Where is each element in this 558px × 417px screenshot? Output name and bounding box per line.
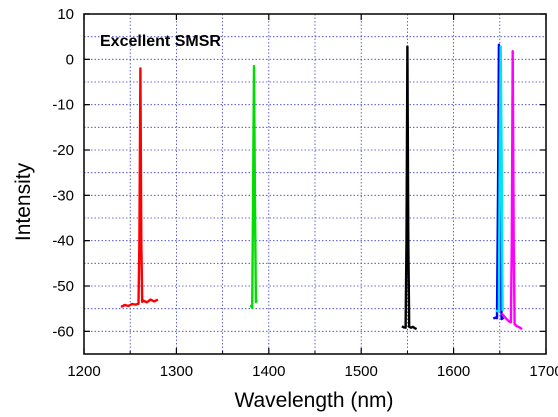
x-tick-label: 1400 [252,363,285,380]
spectrum-series-1 [120,67,159,308]
spectrum-series-4 [492,43,505,321]
x-axis-label: Wavelength (nm) [234,389,393,412]
x-tick-label: 1200 [67,363,100,380]
axis-ticks [83,13,547,354]
series-layer [120,43,523,331]
x-tick-label: 1600 [437,363,470,380]
spectrum-series-6 [500,50,523,331]
y-tick-label: -10 [52,97,74,114]
y-tick-label: -60 [52,323,74,340]
y-axis-label: Intensity [12,162,35,241]
plot-frame [83,13,547,355]
y-tick-label: -30 [52,187,74,204]
x-tick-label: 1500 [345,363,378,380]
y-tick-label: 10 [57,6,74,23]
annotation-label: Excellent SMSR [100,33,221,50]
y-tick-label: -20 [52,142,74,159]
spectrum-series-2 [249,64,258,309]
y-tick-label: -50 [52,278,74,295]
spectrum-series-3 [401,45,418,331]
y-tick-label: 0 [66,51,74,68]
spectrum-series-5 [495,45,504,313]
grid-lines [84,14,546,354]
x-tick-label: 1700 [529,363,558,380]
tick-labels: 1200 1300 1400 1500 1600 1700 10 0 -10 -20 -30 -40 -… [52,6,558,380]
x-tick-label: 1300 [160,363,193,380]
y-tick-label: -40 [52,233,74,250]
